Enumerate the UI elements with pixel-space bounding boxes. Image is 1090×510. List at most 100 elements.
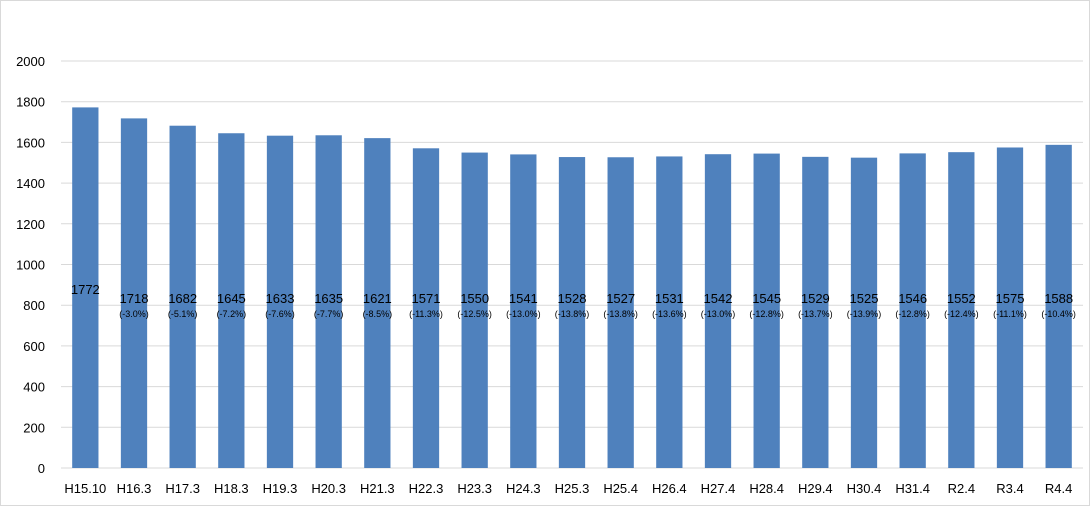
bar	[558, 157, 586, 468]
bar	[510, 154, 537, 468]
value-label: 1546	[898, 291, 927, 306]
x-tick-label: R4.4	[1045, 481, 1072, 496]
data-labels: 1772 1718 (-3.0%) 1682 (-5.1%) 1645 (-7.2%) 163…	[71, 282, 1076, 319]
change-label: (-11.1%)	[993, 309, 1027, 319]
value-label: 1772	[71, 282, 100, 297]
bar	[72, 107, 99, 468]
y-tick-label: 1000	[16, 258, 45, 273]
y-tick-label: 1200	[16, 217, 45, 232]
x-tick-label: H31.4	[895, 481, 930, 496]
value-label: 1527	[606, 291, 635, 306]
bar	[656, 156, 683, 468]
change-label: (-13.6%)	[652, 309, 687, 319]
bar	[607, 157, 634, 468]
x-tick-label: H21.3	[360, 481, 395, 496]
change-label: (-12.8%)	[895, 309, 930, 319]
value-label: 1718	[120, 291, 149, 306]
bar	[461, 152, 488, 468]
y-tick-label: 600	[23, 339, 45, 354]
bar	[948, 152, 975, 468]
y-tick-label: 1600	[16, 135, 45, 150]
bar	[120, 118, 148, 469]
bar	[412, 148, 440, 468]
value-label: 1541	[509, 291, 538, 306]
change-label: (-13.8%)	[555, 309, 590, 319]
x-tick-label: H15.10	[64, 481, 106, 496]
change-label: (-10.4%)	[1041, 309, 1076, 319]
x-tick-label: H17.3	[165, 481, 200, 496]
bar	[704, 154, 732, 468]
value-label: 1529	[801, 291, 830, 306]
change-label: (-12.4%)	[944, 309, 979, 319]
change-label: (-13.0%)	[506, 309, 541, 319]
value-label: 1588	[1044, 291, 1073, 306]
change-label: (-8.5%)	[363, 309, 393, 319]
bar	[364, 138, 391, 468]
value-label: 1575	[996, 291, 1025, 306]
x-tick-label: H23.3	[457, 481, 492, 496]
x-axis-ticks: H15.10 H16.3 H17.3 H18.3 H19.3 H20.3 H21.3 H22.…	[64, 481, 1072, 496]
x-tick-label: H22.3	[409, 481, 444, 496]
value-label: 1682	[168, 291, 197, 306]
x-tick-label: R3.4	[996, 481, 1023, 496]
value-label: 1542	[704, 291, 733, 306]
x-tick-label: H28.4	[749, 481, 784, 496]
bar	[1045, 144, 1072, 469]
x-tick-label: H24.3	[506, 481, 541, 496]
bar	[218, 133, 245, 468]
change-label: (-5.1%)	[168, 309, 198, 319]
bar	[899, 153, 926, 468]
value-label: 1528	[558, 291, 587, 306]
x-tick-label: H29.4	[798, 481, 833, 496]
x-tick-label: H26.4	[652, 481, 687, 496]
x-tick-label: H18.3	[214, 481, 249, 496]
change-label: (-13.8%)	[603, 309, 638, 319]
y-tick-label: 400	[23, 380, 45, 395]
value-label: 1552	[947, 291, 976, 306]
x-tick-label: H19.3	[263, 481, 298, 496]
change-label: (-7.7%)	[314, 309, 344, 319]
bar	[802, 156, 829, 468]
bar	[315, 135, 342, 468]
y-axis-ticks: 0 200 400 600 800 1000 1200 1400 1600 1800 2000	[16, 54, 45, 476]
value-label: 1525	[850, 291, 879, 306]
bar	[753, 153, 780, 468]
value-label: 1633	[266, 291, 295, 306]
change-label: (-13.0%)	[701, 309, 736, 319]
value-label: 1635	[314, 291, 343, 306]
value-label: 1621	[363, 291, 392, 306]
value-label: 1531	[655, 291, 684, 306]
x-tick-label: H27.4	[701, 481, 736, 496]
bar	[996, 147, 1024, 469]
change-label: (-3.0%)	[119, 309, 149, 319]
x-tick-label: H20.3	[311, 481, 346, 496]
y-tick-label: 1800	[16, 95, 45, 110]
bar	[266, 135, 294, 468]
change-label: (-12.5%)	[457, 309, 492, 319]
change-label: (-7.2%)	[217, 309, 247, 319]
change-label: (-7.6%)	[265, 309, 295, 319]
x-tick-label: R2.4	[948, 481, 975, 496]
value-label: 1550	[460, 291, 489, 306]
y-tick-label: 1400	[16, 176, 45, 191]
value-label: 1545	[752, 291, 781, 306]
value-label: 1571	[412, 291, 441, 306]
y-tick-label: 0	[38, 461, 45, 476]
y-tick-label: 200	[23, 420, 45, 435]
change-label: (-11.3%)	[409, 309, 443, 319]
change-label: (-13.7%)	[798, 309, 833, 319]
value-label: 1645	[217, 291, 246, 306]
y-tick-label: 800	[23, 298, 45, 313]
change-label: (-13.9%)	[847, 309, 882, 319]
x-tick-label: H16.3	[117, 481, 152, 496]
change-label: (-12.8%)	[749, 309, 784, 319]
bar	[169, 125, 196, 468]
x-tick-label: H30.4	[847, 481, 882, 496]
x-tick-label: H25.3	[555, 481, 590, 496]
y-tick-label: 2000	[16, 54, 45, 69]
bars	[72, 107, 1072, 469]
bar	[850, 157, 878, 468]
x-tick-label: H25.4	[603, 481, 638, 496]
